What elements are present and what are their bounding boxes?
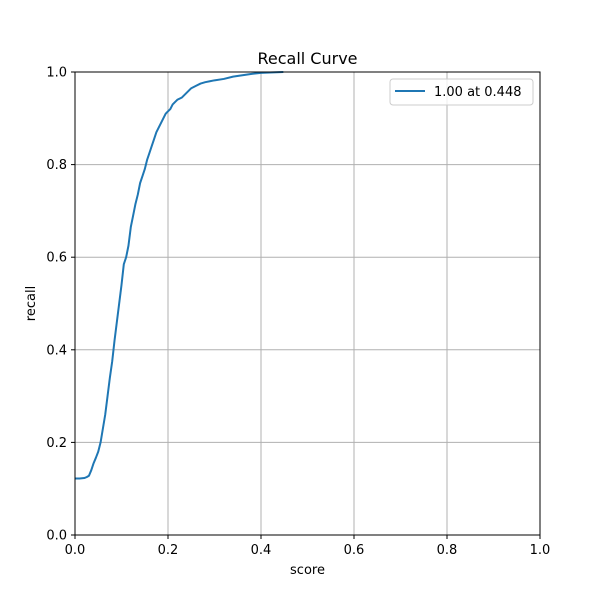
chart-title: Recall Curve <box>257 49 357 68</box>
x-axis-ticks: 0.0 0.2 0.4 0.6 0.8 1.0 <box>65 535 551 558</box>
x-tick-label: 0.2 <box>158 543 179 558</box>
legend-label: 1.00 at 0.448 <box>434 85 522 100</box>
y-tick-label: 0.2 <box>46 436 67 451</box>
legend-box <box>389 78 534 106</box>
y-tick-label: 0.8 <box>46 158 67 173</box>
x-tick-label: 0.4 <box>251 543 272 558</box>
x-tick-label: 0.0 <box>65 543 86 558</box>
x-tick-label: 1.0 <box>530 543 551 558</box>
y-tick-label: 0.0 <box>46 529 67 544</box>
x-tick-label: 0.8 <box>437 543 458 558</box>
y-tick-label: 1.0 <box>46 66 67 81</box>
legend: 1.00 at 0.448 <box>389 78 534 106</box>
x-tick-label: 0.6 <box>344 543 365 558</box>
y-tick-label: 0.4 <box>46 343 67 358</box>
series-layer <box>75 71 284 480</box>
plot-frame <box>74 71 541 536</box>
series-line <box>75 71 284 480</box>
y-axis-label: recall <box>24 286 39 321</box>
x-axis-label: score <box>290 563 325 578</box>
y-tick-label: 0.6 <box>46 251 67 266</box>
grid <box>74 71 541 536</box>
y-axis-ticks: 0.0 0.2 0.4 0.6 0.8 1.0 <box>46 66 75 544</box>
